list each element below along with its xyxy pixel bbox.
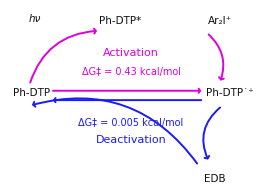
Text: ΔG‡ = 0.43 kcal/mol: ΔG‡ = 0.43 kcal/mol <box>81 67 181 77</box>
Text: Activation: Activation <box>103 48 159 58</box>
Text: Ph-DTP: Ph-DTP <box>13 88 51 98</box>
Text: ΔG‡ = 0.005 kcal/mol: ΔG‡ = 0.005 kcal/mol <box>78 118 184 128</box>
Text: Ar₂I⁺: Ar₂I⁺ <box>208 16 232 26</box>
Text: EDB: EDB <box>204 174 225 184</box>
Text: Ph-DTP*: Ph-DTP* <box>100 16 142 26</box>
Text: hν: hν <box>28 14 41 24</box>
Text: Deactivation: Deactivation <box>96 135 166 145</box>
Text: Ph-DTP˙⁺: Ph-DTP˙⁺ <box>206 88 254 98</box>
